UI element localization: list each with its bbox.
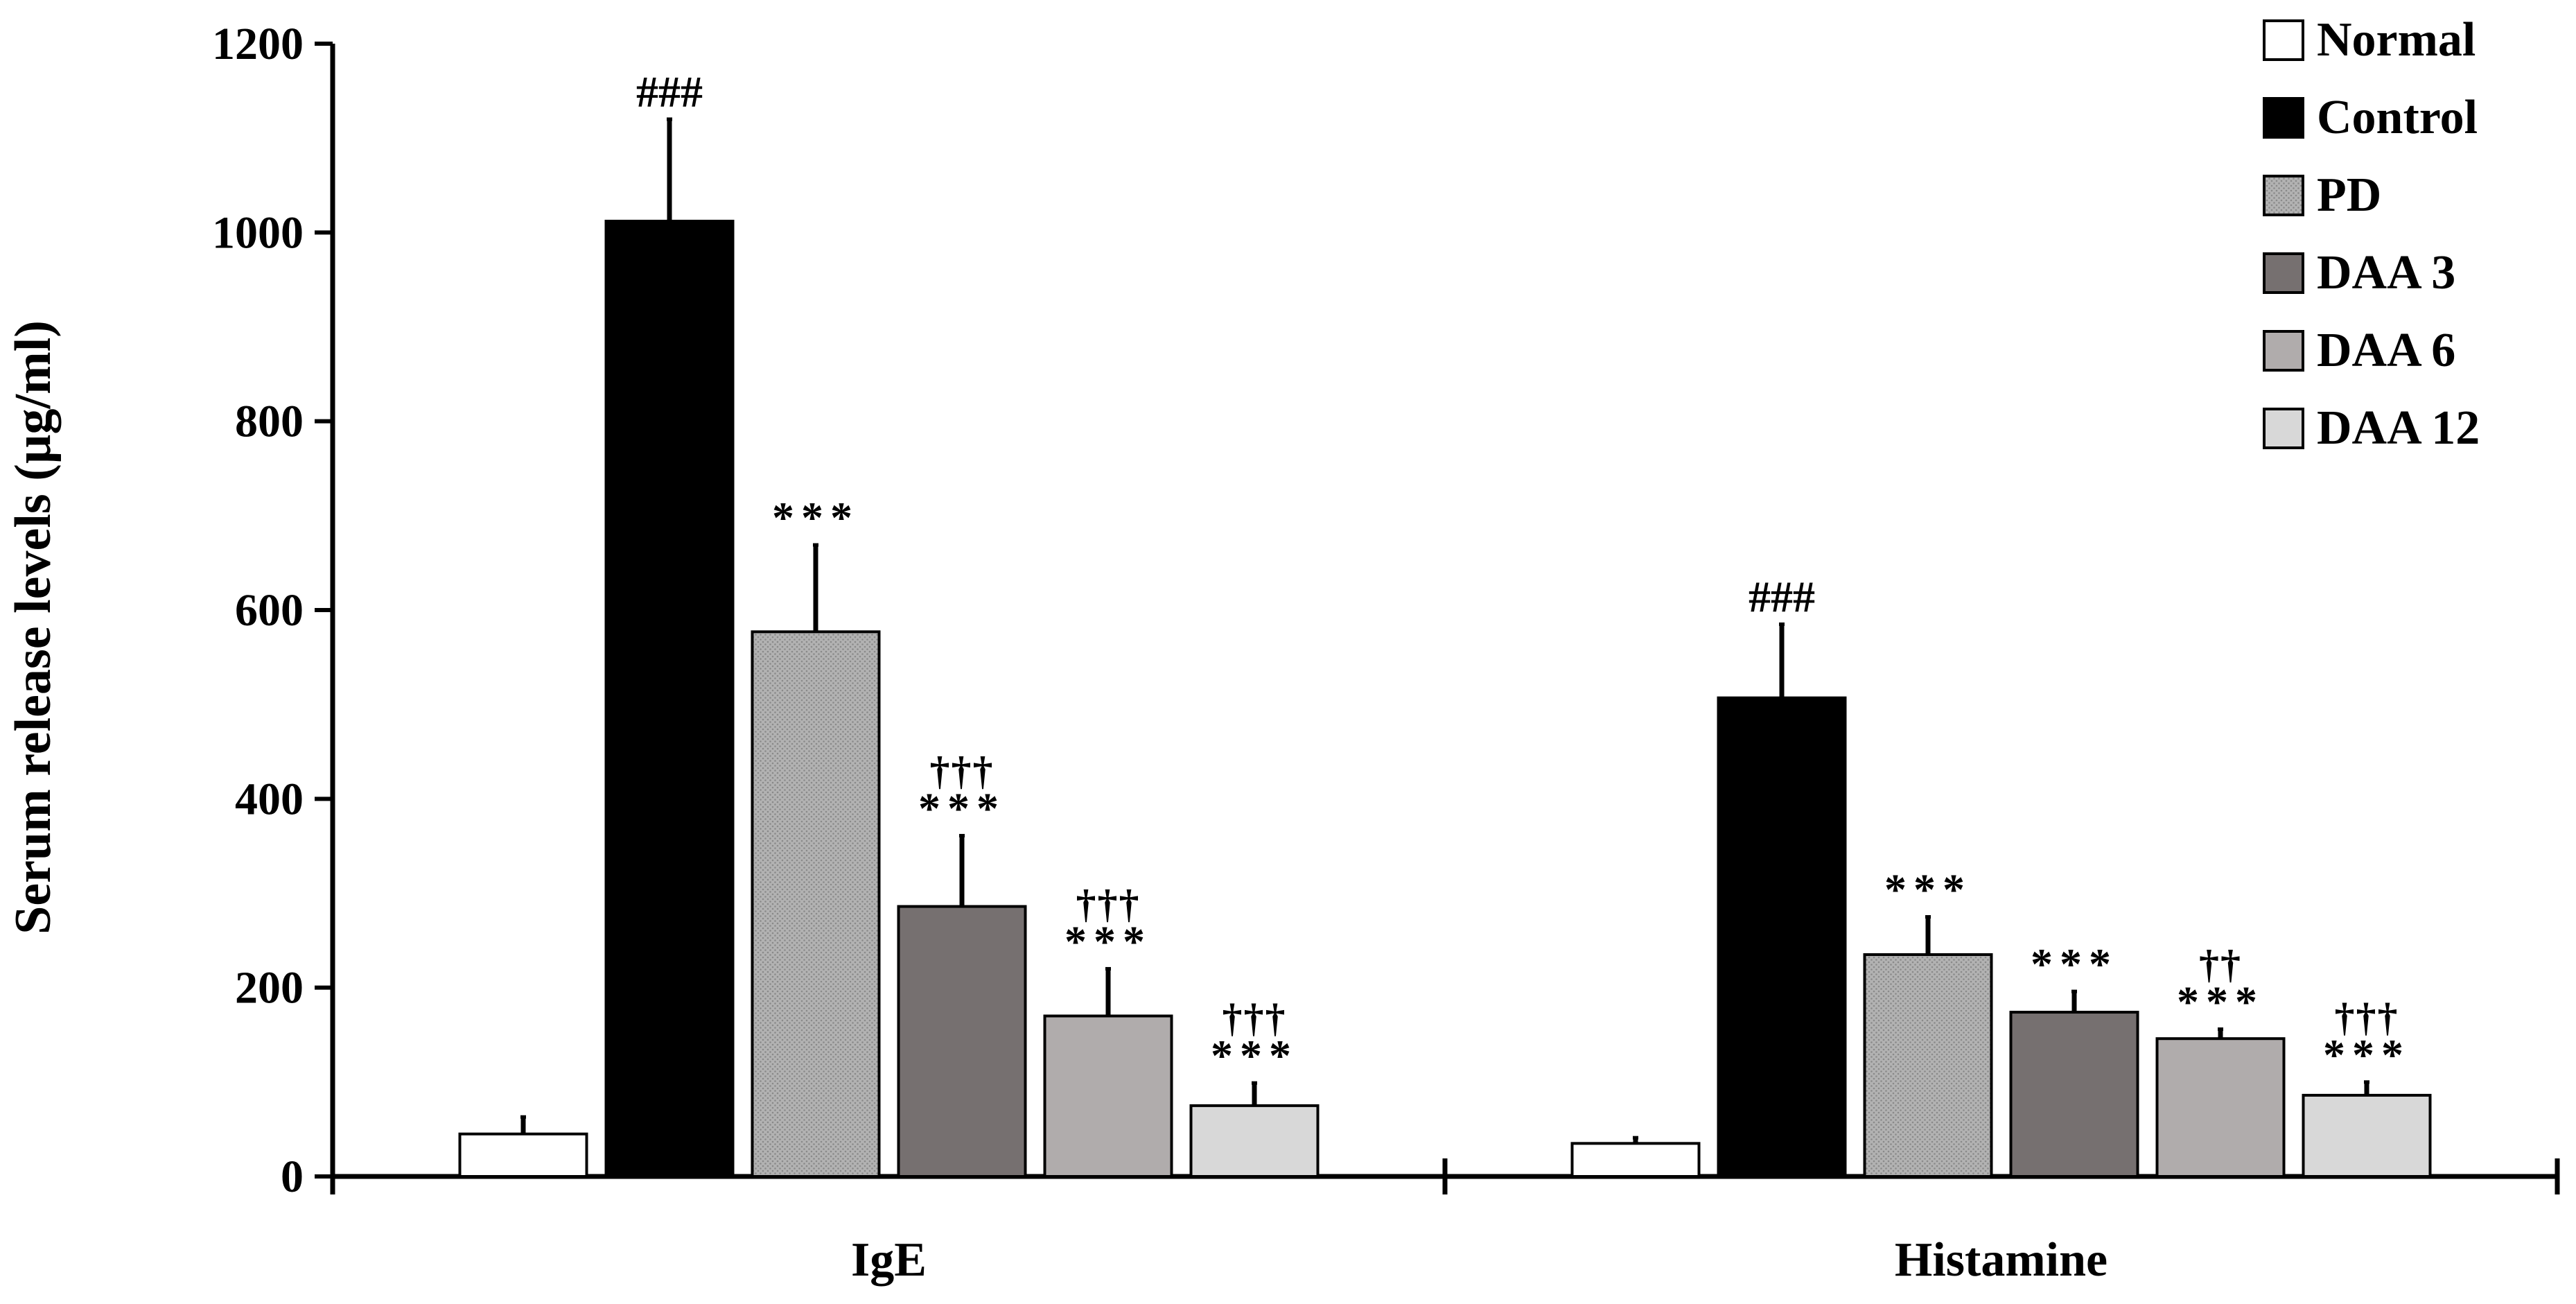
bar	[1717, 696, 1847, 1178]
bar	[2155, 1037, 2286, 1178]
legend-swatch	[2263, 330, 2304, 372]
y-tick-label: 200	[235, 963, 304, 1014]
significance-stars: ***	[2031, 939, 2118, 989]
bar	[2302, 1093, 2432, 1178]
legend-label: DAA 3	[2317, 246, 2455, 299]
legend-swatch	[2263, 175, 2304, 216]
legend-label: Normal	[2317, 13, 2476, 67]
x-category-label: Histamine	[1895, 1233, 2108, 1287]
y-tick-label: 400	[235, 774, 304, 824]
bar	[1043, 1014, 1173, 1179]
legend-swatch	[2263, 97, 2304, 139]
plot-area: 020040060080010001200IgE###******†††***†…	[212, 19, 2560, 1287]
significance-daggers: †††	[2335, 995, 2399, 1040]
y-tick-label: 0	[281, 1151, 304, 1202]
significance-stars: ***	[918, 783, 1006, 833]
bar	[1570, 1142, 1701, 1179]
bar	[458, 1132, 588, 1178]
legend-label: DAA 12	[2317, 401, 2480, 455]
hash-marker: ###	[1749, 572, 1815, 621]
y-tick-label: 800	[235, 397, 304, 447]
significance-stars: ***	[1064, 916, 1152, 966]
y-axis-title: Serum release levels (µg/ml)	[5, 320, 62, 934]
legend-label: PD	[2317, 168, 2381, 222]
legend-swatch	[2263, 408, 2304, 449]
bar	[1863, 953, 1993, 1178]
y-tick-label: 600	[235, 585, 304, 636]
significance-stars: ***	[1211, 1031, 1298, 1080]
bar	[897, 905, 1027, 1179]
bar	[751, 630, 881, 1178]
legend-label: DAA 6	[2317, 324, 2455, 377]
significance-daggers: †††	[930, 748, 995, 793]
significance-daggers: †††	[1223, 996, 1287, 1041]
legend-swatch	[2263, 19, 2304, 61]
legend-swatch	[2263, 252, 2304, 294]
legend: Normal Control PD DAA 3 DAA 6 DAA 12	[2263, 13, 2480, 455]
hash-marker: ###	[636, 67, 703, 116]
significance-stars: ***	[2323, 1030, 2410, 1079]
y-tick-label: 1000	[212, 207, 304, 258]
bar	[1189, 1104, 1320, 1178]
significance-stars: ***	[772, 493, 859, 542]
significance-stars: ***	[2177, 977, 2264, 1027]
legend-label: Control	[2317, 91, 2478, 144]
bar	[2009, 1011, 2139, 1178]
significance-stars: ***	[1884, 865, 1972, 914]
x-category-label: IgE	[851, 1233, 927, 1287]
bar	[604, 219, 735, 1179]
y-tick-label: 1200	[212, 19, 304, 69]
significance-daggers: †††	[1076, 881, 1141, 926]
significance-daggers: ††	[2199, 942, 2242, 987]
